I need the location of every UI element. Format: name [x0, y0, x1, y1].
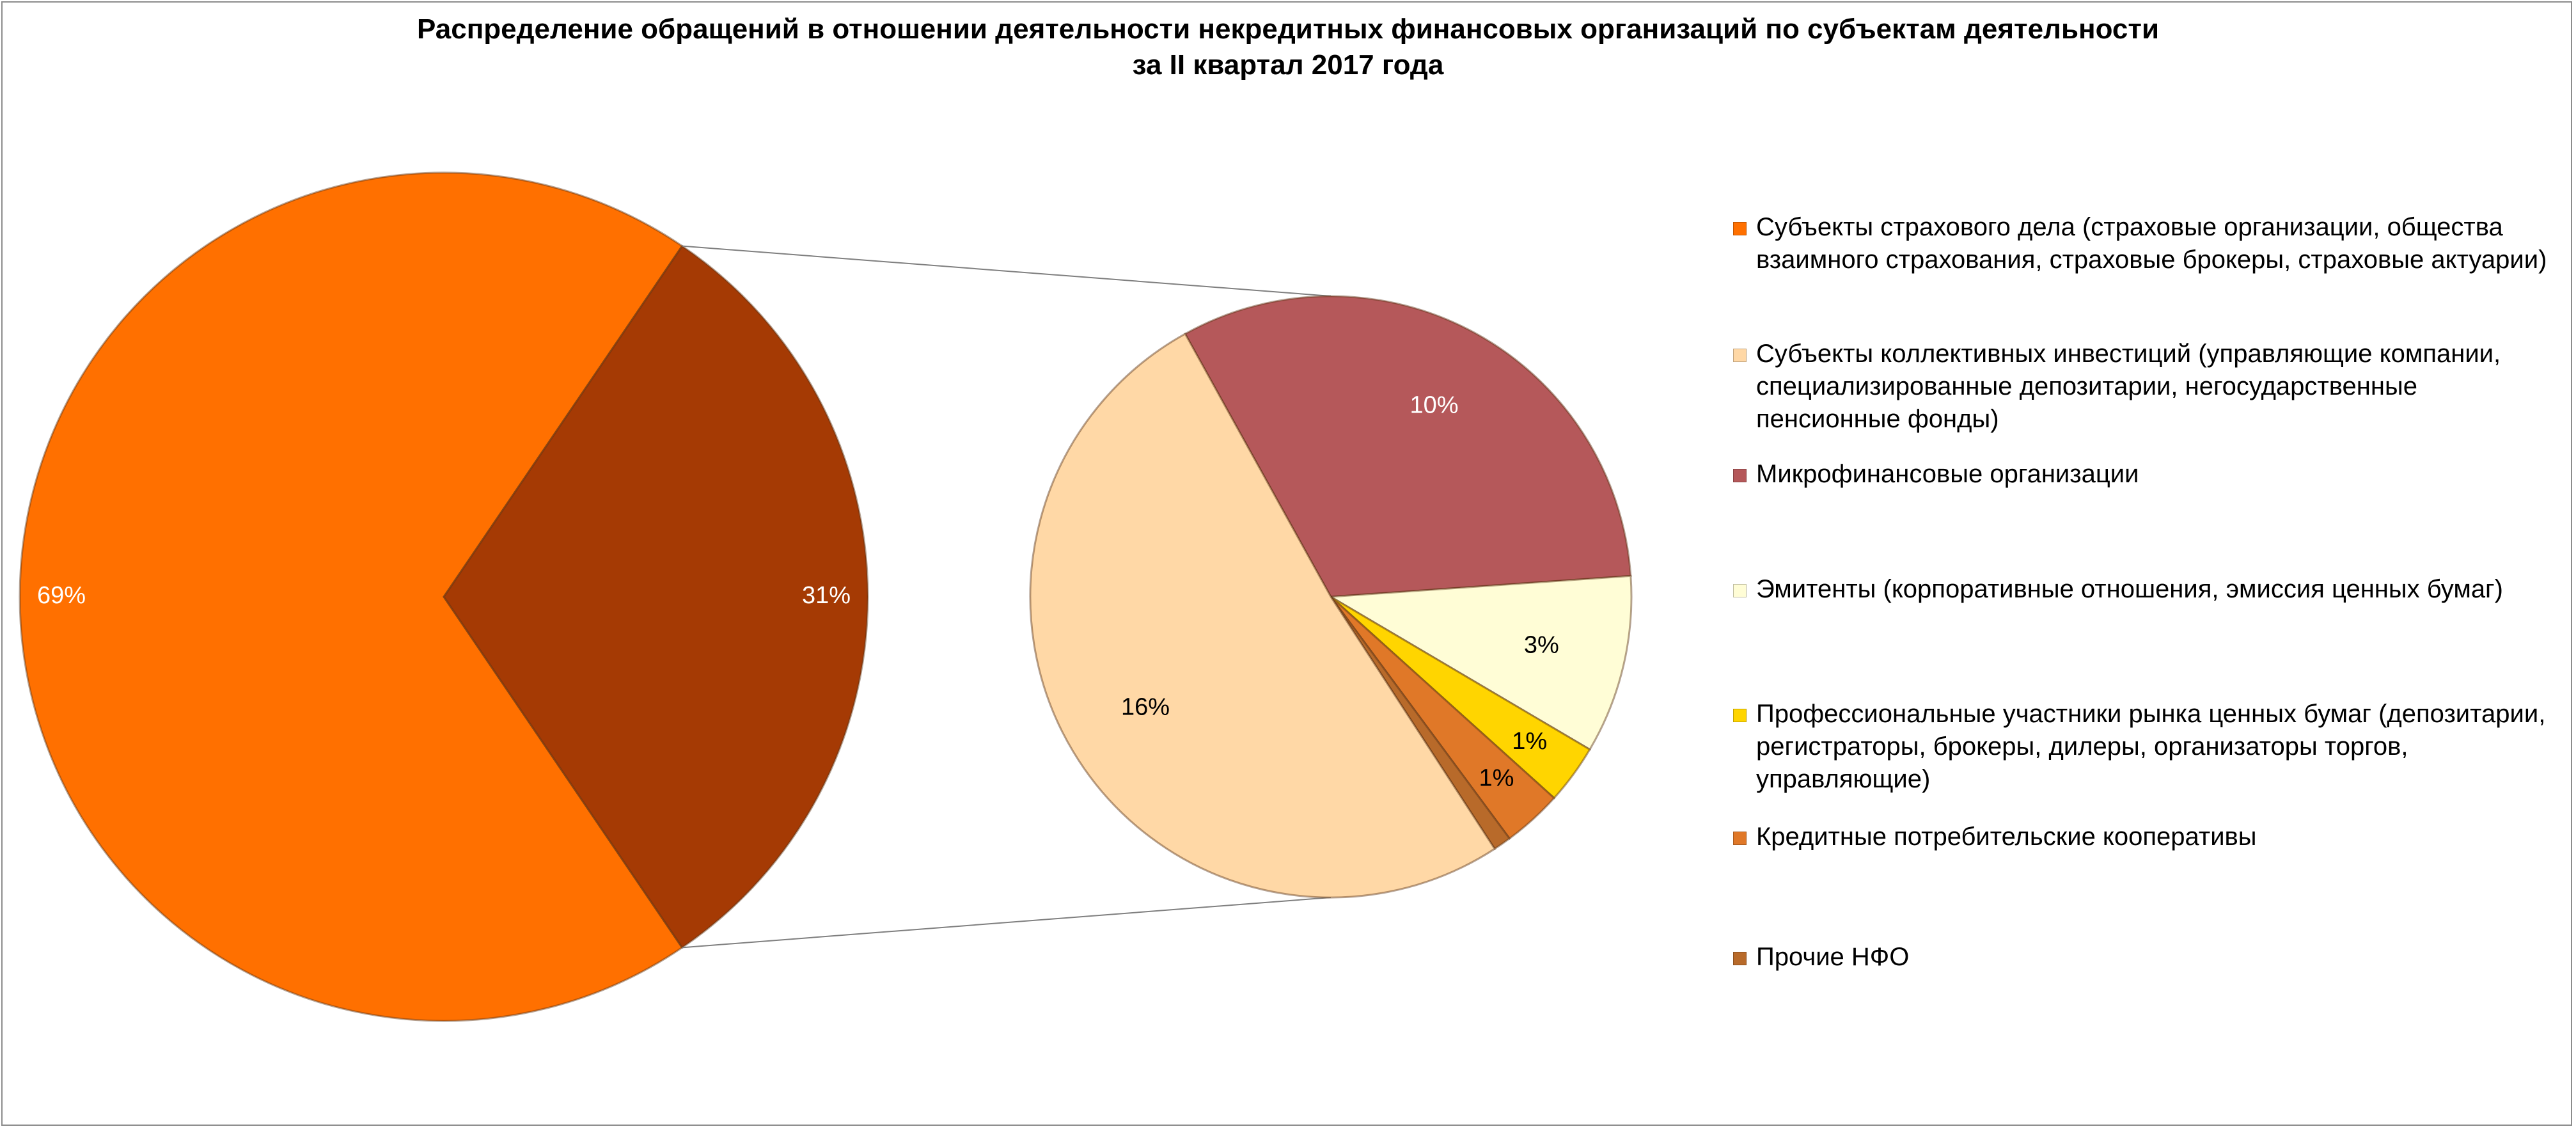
title-line-2: за II квартал 2017 года: [1132, 49, 1444, 81]
legend-item: Эмитенты (корпоративные отношения, эмисс…: [1733, 573, 2558, 606]
secondary-slice-5: [1029, 332, 1496, 899]
secondary-slice-1: [1328, 574, 1633, 751]
chart-title: Распределение обращений в отношении деят…: [0, 12, 2576, 83]
legend-item: Профессиональные участники рынка ценных …: [1733, 698, 2558, 796]
legend-item: Субъекты страхового дела (страховые орга…: [1733, 211, 2558, 276]
data-label-primary-0: 69%: [37, 582, 86, 609]
legend-swatch-icon: [1733, 832, 1747, 845]
legend-swatch-icon: [1733, 584, 1747, 597]
legend-label: Микрофинансовые организации: [1756, 460, 2139, 488]
secondary-slice-2: [1330, 596, 1591, 800]
legend-item: Прочие НФО: [1733, 941, 2558, 974]
title-line-1: Распределение обращений в отношении деят…: [416, 13, 2159, 45]
connector-line-top: [682, 245, 1331, 297]
data-label-secondary-5: 16%: [1121, 693, 1170, 720]
legend-label: Эмитенты (корпоративные отношения, эмисс…: [1756, 575, 2503, 603]
legend-swatch-icon: [1733, 709, 1747, 722]
legend-item: Кредитные потребительские кооперативы: [1733, 821, 2558, 853]
primary-slice-insurance: [19, 171, 684, 1022]
secondary-slice-0: [1184, 295, 1632, 598]
data-label-secondary-3: 1%: [1479, 764, 1514, 791]
data-label-secondary-1: 3%: [1524, 632, 1559, 659]
data-label-secondary-0: 10%: [1410, 392, 1458, 419]
legend-swatch-icon: [1733, 349, 1747, 362]
legend-label: Прочие НФО: [1756, 943, 1910, 971]
legend-item: Микрофинансовые организации: [1733, 458, 2558, 491]
secondary-slice-3: [1330, 596, 1556, 841]
data-label-secondary-2: 1%: [1512, 728, 1547, 755]
legend-label: Субъекты страхового дела (страховые орга…: [1756, 213, 2547, 274]
data-label-primary-1: 31%: [802, 582, 851, 609]
connector-line-bottom: [682, 897, 1331, 949]
primary-slice-other: [443, 244, 869, 949]
legend-swatch-icon: [1733, 222, 1747, 235]
secondary-slice-4: [1330, 596, 1511, 851]
legend-label: Профессиональные участники рынка ценных …: [1756, 700, 2546, 793]
legend-item: Субъекты коллективных инвестиций (управл…: [1733, 338, 2558, 436]
legend-swatch-icon: [1733, 952, 1747, 965]
legend-label: Кредитные потребительские кооперативы: [1756, 823, 2257, 851]
legend-swatch-icon: [1733, 469, 1747, 482]
legend-label: Субъекты коллективных инвестиций (управл…: [1756, 340, 2501, 433]
